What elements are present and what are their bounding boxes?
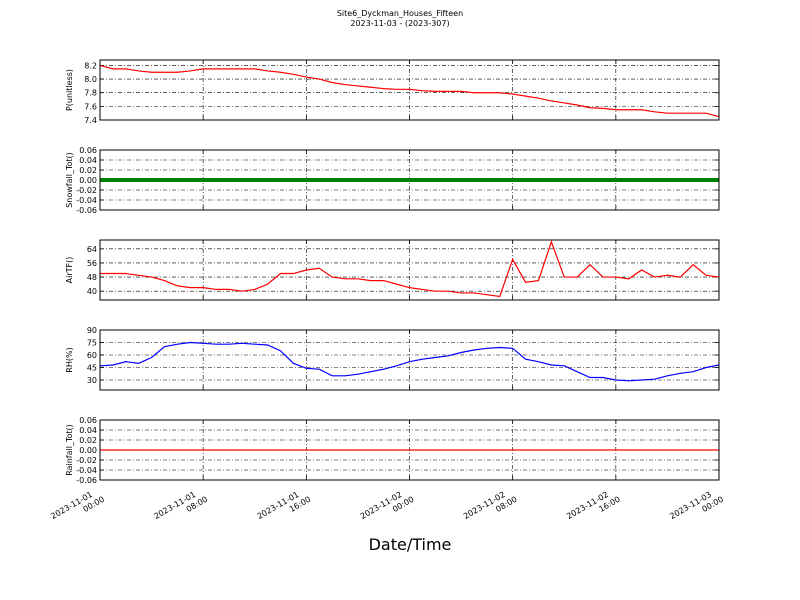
y-tick-label: 45 xyxy=(87,364,97,373)
x-tick-label: 2023-11-0100:00 xyxy=(49,486,106,530)
y-axis-label: RH(%) xyxy=(65,347,74,372)
x-tick-label: 2023-11-0216:00 xyxy=(565,486,622,530)
y-tick-label: 0.02 xyxy=(79,436,97,445)
y-tick-label: 8.0 xyxy=(84,75,97,84)
x-tick-label: 2023-11-0116:00 xyxy=(256,486,313,530)
y-axis-label: Snowfall_Tot() xyxy=(65,152,74,208)
axes-frame xyxy=(99,239,720,301)
x-tick-label: 2023-11-0208:00 xyxy=(462,486,519,530)
y-tick-label: -0.02 xyxy=(76,456,97,465)
y-tick-label: 0.04 xyxy=(79,426,97,435)
y-tick-label: 30 xyxy=(87,376,97,385)
y-tick-label: 40 xyxy=(87,287,97,296)
x-axis-label: Date/Time xyxy=(369,535,452,554)
y-tick-label: 0.06 xyxy=(79,146,97,155)
y-tick-label: 75 xyxy=(87,339,97,348)
data-line xyxy=(99,341,720,382)
y-tick-label: 8.2 xyxy=(84,61,97,70)
figure-subtitle: 2023-11-03 - (2023-307) xyxy=(350,19,449,28)
y-tick-label: 0.02 xyxy=(79,166,97,175)
y-tick-label: -0.06 xyxy=(76,476,97,485)
axes-frame xyxy=(99,59,720,121)
x-tick-label: 2023-11-0108:00 xyxy=(152,486,209,530)
y-tick-label: 64 xyxy=(87,245,97,254)
axes-frame xyxy=(99,329,720,391)
y-tick-label: -0.04 xyxy=(76,196,97,205)
y-axis-label: Rainfall_Tot() xyxy=(65,424,74,476)
y-tick-label: -0.02 xyxy=(76,186,97,195)
y-tick-label: 48 xyxy=(87,273,97,282)
data-line xyxy=(99,64,720,118)
y-tick-label: 90 xyxy=(87,326,97,335)
y-tick-label: 0.06 xyxy=(79,416,97,425)
x-tick-label: 2023-11-0300:00 xyxy=(668,486,725,530)
y-tick-label: 56 xyxy=(87,259,97,268)
y-axis-label: AirTF() xyxy=(65,257,74,284)
y-tick-label: 7.8 xyxy=(84,89,97,98)
y-tick-label: 7.4 xyxy=(84,116,97,125)
y-tick-label: 60 xyxy=(87,351,97,360)
y-tick-label: 0.04 xyxy=(79,156,97,165)
axes-frame xyxy=(99,149,720,211)
y-tick-label: -0.04 xyxy=(76,466,97,475)
y-tick-label: 7.6 xyxy=(84,102,97,111)
y-axis-label: P(unitless) xyxy=(65,69,74,111)
x-tick-label: 2023-11-0200:00 xyxy=(359,486,416,530)
figure-title: Site6_Dyckman_Houses_Fifteen xyxy=(337,9,463,18)
y-tick-label: 0.00 xyxy=(79,446,97,455)
axes-frame xyxy=(99,419,720,481)
y-tick-label: 0.00 xyxy=(79,176,97,185)
y-tick-label: -0.06 xyxy=(76,206,97,215)
data-line xyxy=(100,239,720,298)
